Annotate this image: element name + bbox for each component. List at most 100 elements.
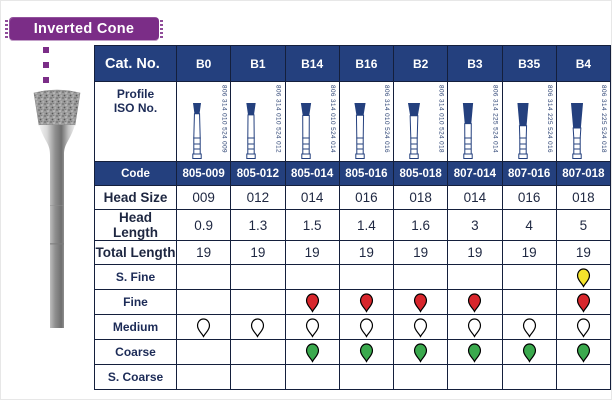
- profile-cell-B3: 806 314 225 524 014: [447, 81, 503, 162]
- head-size-cell-B14: 014: [284, 185, 340, 210]
- grit-drop-icon-red: [576, 292, 590, 313]
- s-coarse-cell-B0: [175, 364, 232, 390]
- total-length-cell-B4: 19: [555, 240, 611, 265]
- medium-cell-B35: [501, 314, 557, 340]
- code-cell-B14: 805-014: [284, 161, 340, 186]
- profile-cell-B4: 806 314 225 524 018: [555, 81, 611, 162]
- iso-number: 806 314 010 524 009: [220, 85, 228, 154]
- grit-drop-icon-white: [468, 317, 482, 338]
- profile-cell-B1: 806 314 010 524 012: [230, 81, 286, 162]
- s-coarse-cell-B4: [555, 364, 611, 390]
- profile-cell-B0: 806 314 010 524 009: [175, 81, 232, 162]
- total-length-cell-B2: 19: [392, 240, 449, 265]
- head-size-row-label: Head Size: [94, 185, 177, 210]
- grit-drop-icon-white: [251, 317, 265, 338]
- col-header-B3: B3: [447, 45, 503, 82]
- s-fine-cell-B1: [230, 264, 286, 290]
- leader-dot: [43, 47, 49, 53]
- bur-profile-icon: [516, 103, 529, 159]
- s-fine-row-label: S. Fine: [94, 264, 177, 290]
- coarse-cell-B35: [501, 339, 557, 365]
- bur-profile-icon: [300, 103, 311, 159]
- spec-table-body: Cat. No. B0 B1 B14 B16 B2 B3 B35 B4 Profile ISO No…: [94, 45, 611, 390]
- bur-photo: [33, 89, 81, 328]
- grit-drop-icon-white: [305, 317, 319, 338]
- s-coarse-cell-B2: [392, 364, 449, 390]
- profile-cell-B2: 806 314 010 524 018: [392, 81, 449, 162]
- s-fine-cell-B4: [555, 264, 611, 290]
- grit-drop-icon-green: [522, 342, 536, 363]
- head-length-cell-B14: 1.5: [284, 209, 340, 241]
- total-length-cell-B0: 19: [175, 240, 232, 265]
- fine-cell-B14: [284, 289, 340, 315]
- code-cell-B3: 807-014: [447, 161, 503, 186]
- medium-cell-B14: [284, 314, 340, 340]
- fine-cell-B2: [392, 289, 449, 315]
- grit-drop-icon-green: [468, 342, 482, 363]
- code-cell-B2: 805-018: [392, 161, 449, 186]
- fine-cell-B4: [555, 289, 611, 315]
- profile-row-label-line: ISO No.: [113, 101, 158, 115]
- head-size-cell-B1: 012: [230, 185, 286, 210]
- iso-number: 806 314 010 524 012: [274, 85, 282, 154]
- total-length-cell-B3: 19: [447, 240, 503, 265]
- head-size-cell-B16: 016: [338, 185, 395, 210]
- grit-drop-icon-green: [414, 342, 428, 363]
- bur-profile-icon: [192, 103, 202, 159]
- iso-number: 806 314 225 524 014: [491, 85, 499, 154]
- grit-drop-icon-red: [414, 292, 428, 313]
- coarse-cell-B16: [338, 339, 395, 365]
- total-length-cell-B35: 19: [501, 240, 557, 265]
- fine-cell-B1: [230, 289, 286, 315]
- s-coarse-cell-B1: [230, 364, 286, 390]
- bur-profile-icon: [407, 103, 421, 159]
- fine-row-label: Fine: [94, 289, 177, 315]
- spec-table: Cat. No. B0 B1 B14 B16 B2 B3 B35 B4 Profile ISO No…: [94, 45, 611, 390]
- total-length-cell-B14: 19: [284, 240, 340, 265]
- head-size-cell-B4: 018: [555, 185, 611, 210]
- s-coarse-cell-B35: [501, 364, 557, 390]
- s-fine-cell-B2: [392, 264, 449, 290]
- code-cell-B4: 807-018: [555, 161, 611, 186]
- head-size-cell-B2: 018: [392, 185, 449, 210]
- head-size-cell-B0: 009: [175, 185, 232, 210]
- medium-cell-B3: [447, 314, 503, 340]
- bur-profile-icon: [354, 103, 366, 159]
- s-coarse-row-label: S. Coarse: [94, 364, 177, 390]
- grit-drop-icon-green: [305, 342, 319, 363]
- coarse-cell-B1: [230, 339, 286, 365]
- medium-cell-B1: [230, 314, 286, 340]
- head-length-row-label: Head Length: [94, 209, 177, 241]
- coarse-cell-B3: [447, 339, 503, 365]
- total-length-row-label: Total Length: [94, 240, 177, 265]
- s-fine-cell-B14: [284, 264, 340, 290]
- medium-cell-B4: [555, 314, 611, 340]
- leader-dot: [43, 62, 49, 68]
- fine-cell-B16: [338, 289, 395, 315]
- grit-drop-icon-white: [359, 317, 373, 338]
- total-length-cell-B1: 19: [230, 240, 286, 265]
- iso-number: 806 314 010 524 018: [437, 85, 445, 154]
- fine-cell-B0: [175, 289, 232, 315]
- bur-profile-icon: [246, 103, 256, 159]
- profile-cell-B16: 806 314 010 524 016: [338, 81, 395, 162]
- code-cell-B1: 805-012: [230, 161, 286, 186]
- code-cell-B16: 805-016: [338, 161, 395, 186]
- cat-no-header: Cat. No.: [94, 45, 177, 82]
- code-cell-B35: 807-016: [501, 161, 557, 186]
- grit-drop-icon-white: [522, 317, 536, 338]
- s-fine-cell-B0: [175, 264, 232, 290]
- iso-number: 806 314 010 524 016: [383, 85, 390, 154]
- col-header-B35: B35: [501, 45, 557, 82]
- grit-drop-icon-red: [468, 292, 482, 313]
- fine-cell-B3: [447, 289, 503, 315]
- s-coarse-cell-B16: [338, 364, 395, 390]
- grit-drop-icon-red: [305, 292, 319, 313]
- head-length-cell-B4: 5: [555, 209, 611, 241]
- coarse-cell-B4: [555, 339, 611, 365]
- bur-profile-icon: [463, 103, 474, 159]
- medium-cell-B16: [338, 314, 395, 340]
- coarse-cell-B2: [392, 339, 449, 365]
- head-length-cell-B1: 1.3: [230, 209, 286, 241]
